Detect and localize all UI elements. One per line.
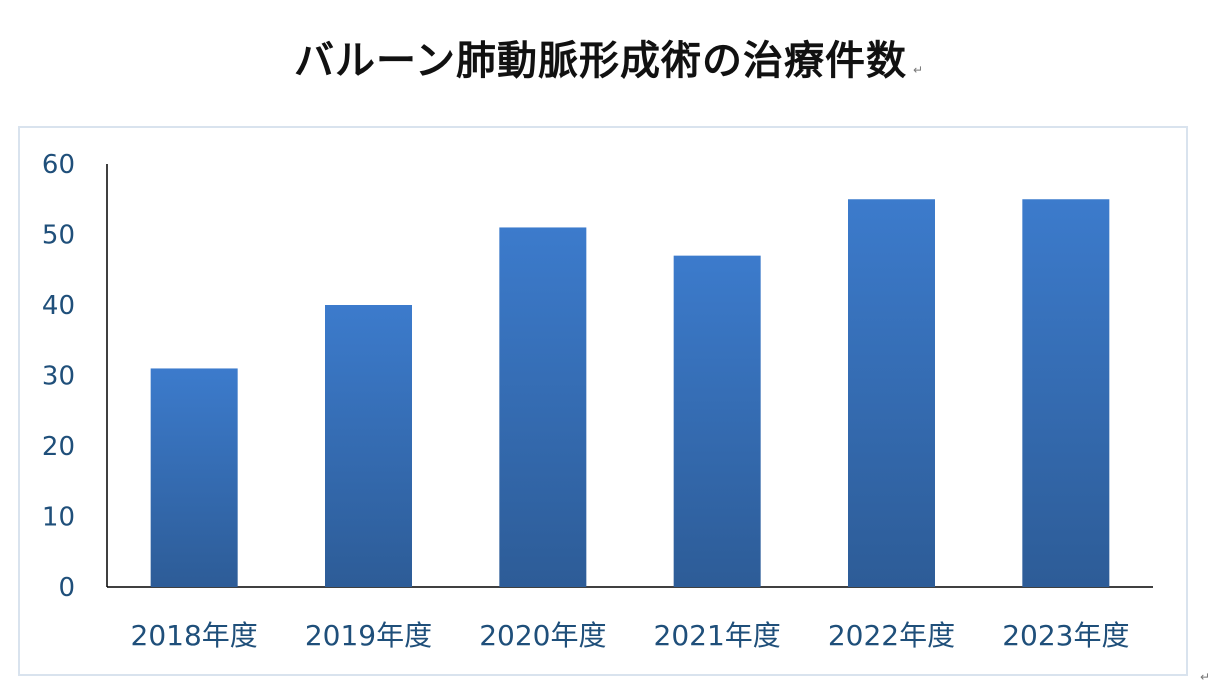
paragraph-mark-icon: ↵ [1200,670,1211,684]
bar [150,368,238,587]
bar [499,227,587,587]
bar [673,255,761,587]
chart-title: バルーン肺動脈形成術の治療件数 ↵ [0,28,1218,86]
y-tick-label: 40 [42,291,75,321]
x-category-label: 2022年度 [828,619,955,652]
y-tick-label: 50 [42,221,75,251]
axes [106,164,1153,588]
x-category-label: 2023年度 [1002,619,1129,652]
bars [150,199,1110,587]
y-tick-label: 60 [42,150,75,180]
y-tick-label: 20 [42,432,75,462]
y-tick-label: 0 [58,573,75,603]
x-category-label: 2021年度 [654,619,781,652]
bar [848,199,935,587]
x-category-labels: 2018年度 2019年度 2020年度 2021年度 2022年度 2023年度 [131,619,1130,652]
chart-frame [18,126,1188,676]
paragraph-mark-icon: ↵ [912,63,925,77]
y-tick-labels: 0 10 20 30 40 50 60 [42,150,75,603]
y-tick-label: 10 [42,503,75,533]
x-category-label: 2020年度 [479,619,606,652]
chart-title-text: バルーン肺動脈形成術の治療件数 [293,38,907,84]
x-category-label: 2018年度 [131,619,258,652]
bar [1022,199,1110,587]
bar [325,305,412,587]
x-category-label: 2019年度 [305,619,432,652]
y-tick-label: 30 [42,362,75,392]
